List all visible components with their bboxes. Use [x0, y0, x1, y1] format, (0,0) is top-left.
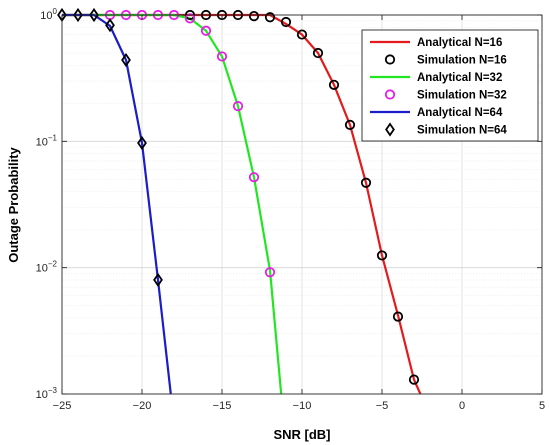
x-tick-label: −20	[133, 400, 152, 412]
data-point	[232, 101, 244, 112]
legend: Analytical N=16 Simulation N=16 Analytical…	[361, 29, 539, 142]
data-point	[105, 18, 115, 33]
data-point	[73, 7, 83, 23]
legend-swatch-circle	[384, 89, 396, 100]
data-point	[137, 135, 147, 151]
y-tick-label: 10−1	[36, 133, 58, 148]
y-tick-exponent: −2	[48, 260, 58, 269]
x-tick-label: 0	[459, 400, 465, 412]
data-point	[248, 172, 260, 183]
legend-entry: Simulation N=64	[417, 125, 507, 137]
data-point	[264, 12, 276, 23]
legend-swatch-diamond	[385, 122, 395, 137]
x-axis-ticks: −25 −20 −15 −10 −5 0 5	[53, 400, 545, 412]
data-point	[153, 272, 163, 287]
data-point	[89, 7, 99, 23]
data-point	[280, 16, 292, 28]
data-point	[121, 52, 131, 68]
legend-entry: Analytical N=16	[417, 37, 502, 49]
data-point	[376, 250, 388, 261]
data-point	[184, 13, 196, 24]
data-point	[248, 11, 260, 22]
axes	[61, 14, 543, 395]
legend-swatch-circle	[384, 54, 396, 65]
data-point	[328, 79, 340, 90]
data-point	[296, 29, 308, 40]
y-tick-base: 10	[36, 263, 48, 275]
series-line-2	[62, 13, 283, 395]
data-point	[264, 267, 276, 278]
legend-box	[361, 29, 539, 142]
y-tick-label: 10−2	[36, 260, 58, 275]
x-tick-label: −15	[213, 400, 232, 412]
y-axis-label: Outage Probability	[6, 146, 21, 262]
y-tick-label: 100	[40, 7, 57, 22]
x-tick-label: 5	[539, 400, 545, 412]
x-tick-label: −10	[293, 400, 312, 412]
data-point	[408, 374, 420, 385]
data-point	[216, 51, 228, 62]
x-tick-label: −25	[53, 400, 72, 412]
y-tick-base: 10	[36, 389, 48, 401]
x-tick-label: −5	[376, 400, 389, 412]
data-point	[200, 25, 212, 36]
data-point	[344, 119, 356, 130]
data-point	[360, 177, 372, 188]
x-axis-label: SNR [dB]	[273, 427, 330, 442]
legend-entry: Analytical N=32	[417, 72, 502, 84]
legend-entry: Simulation N=16	[417, 55, 507, 67]
y-tick-exponent: −1	[48, 133, 58, 142]
y-tick-base: 10	[40, 10, 52, 22]
y-tick-label: 10−3	[36, 386, 58, 401]
y-tick-exponent: −3	[48, 386, 58, 395]
y-tick-base: 10	[36, 136, 48, 148]
series-line-0	[62, 13, 422, 395]
y-tick-exponent: 0	[53, 7, 58, 16]
data-point	[392, 311, 404, 322]
data-point	[312, 47, 324, 59]
legend-entry: Simulation N=32	[417, 90, 507, 102]
legend-entry: Analytical N=64	[417, 107, 503, 119]
